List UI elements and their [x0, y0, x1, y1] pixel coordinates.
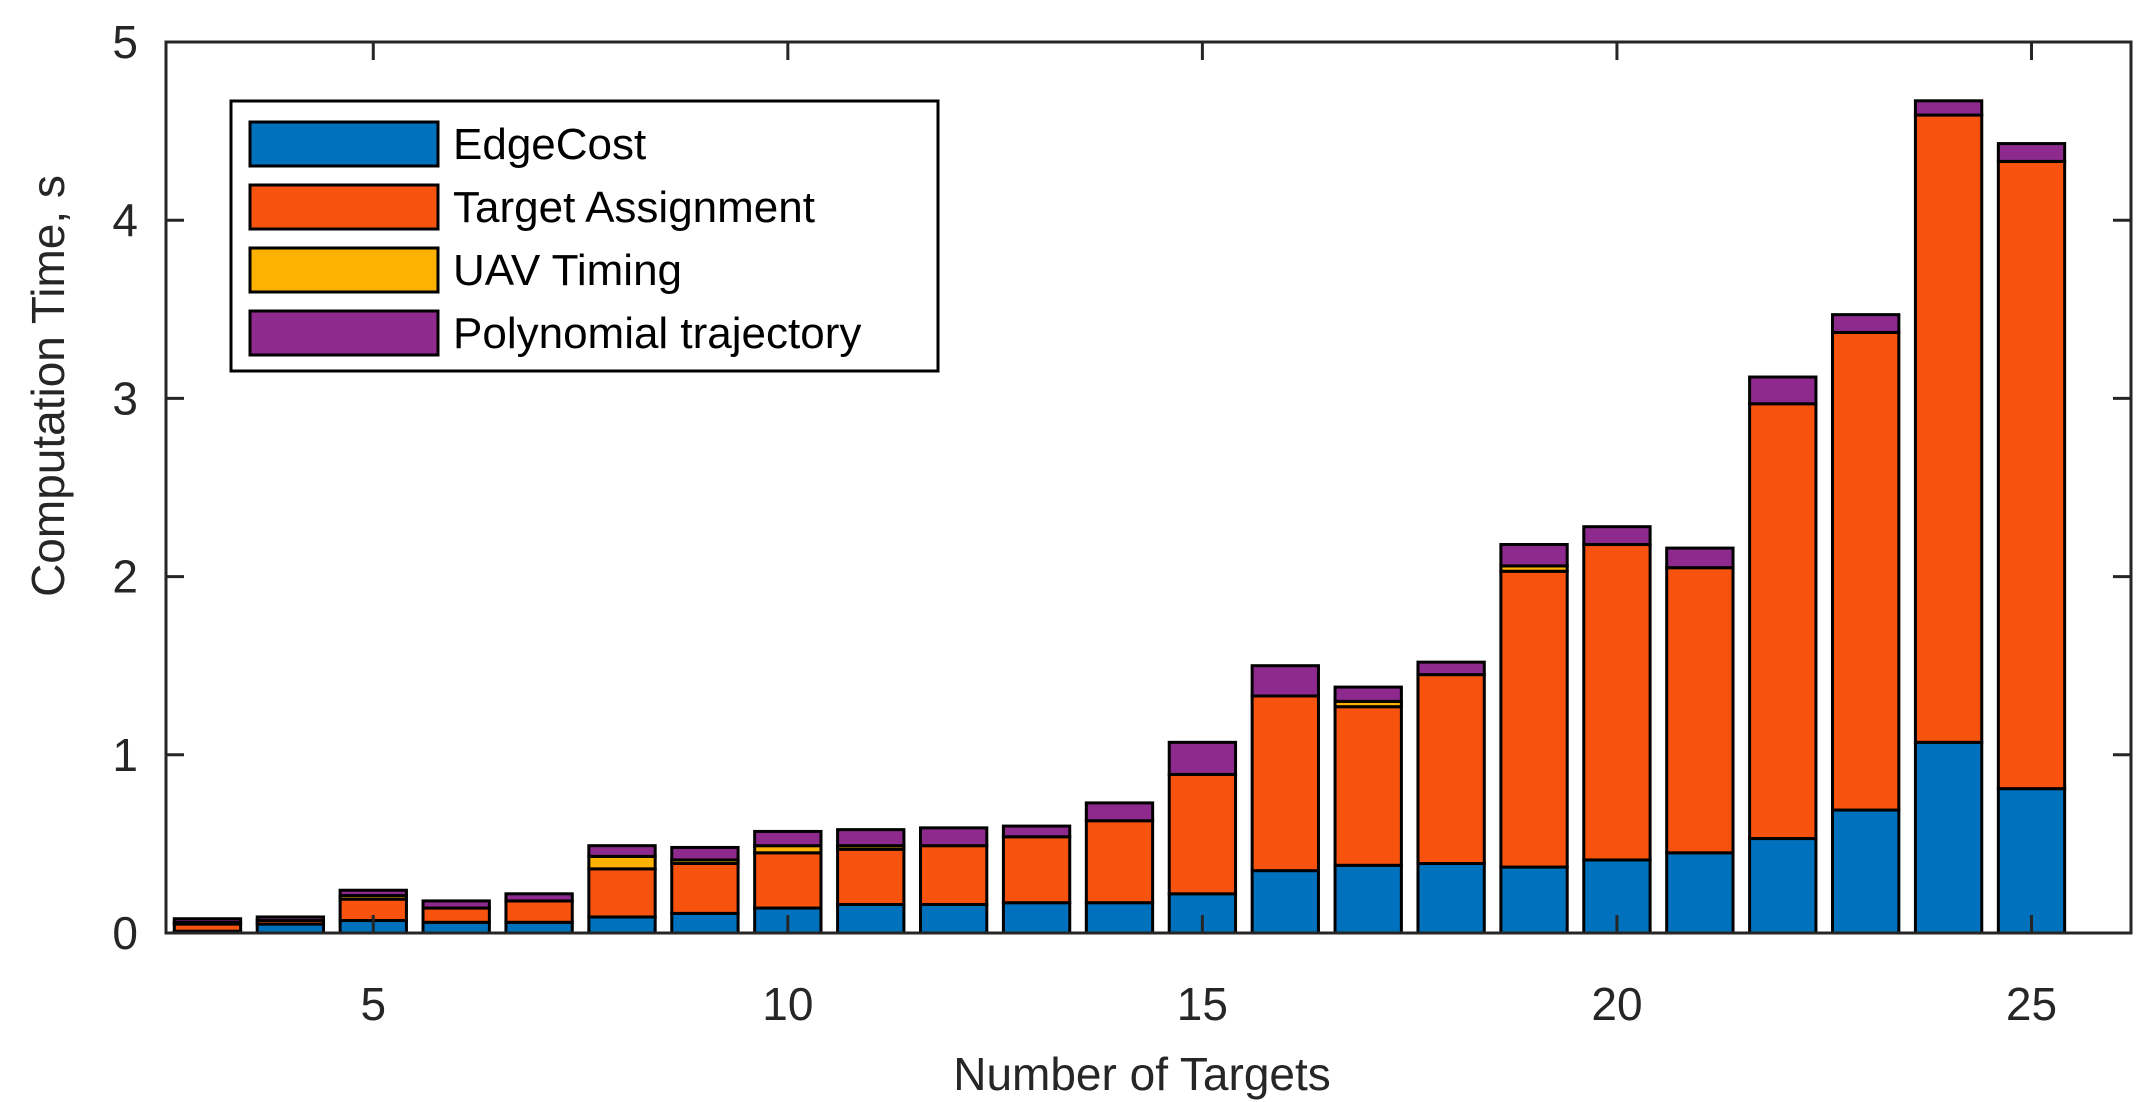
bar-target-assignment-22: [1748, 402, 1818, 841]
bar-polynomial-trajectory-14: [1084, 801, 1155, 823]
bar-edgecost-22: [1748, 837, 1818, 935]
bar-target-assignment-14: [1084, 819, 1155, 905]
bar-target-assignment-13: [1001, 835, 1072, 905]
x-axis-title: Number of Targets: [953, 1048, 1331, 1100]
bar-target-assignment-21: [1665, 566, 1735, 855]
bar-polynomial-trajectory-11: [836, 828, 906, 848]
bar-uav-timing-8: [587, 854, 657, 871]
bar-edgecost-18: [1416, 862, 1486, 935]
bar-polynomial-trajectory-16: [1250, 664, 1320, 698]
bar-polynomial-trajectory-4: [255, 915, 326, 923]
bar-polynomial-trajectory-21: [1665, 546, 1735, 570]
bar-target-assignment-10: [753, 851, 823, 910]
y-tick-label-1: 1: [112, 729, 138, 781]
bar-target-assignment-18: [1416, 673, 1486, 865]
bar-polynomial-trajectory-22: [1748, 375, 1818, 406]
bar-polynomial-trajectory-12: [918, 826, 989, 848]
bar-polynomial-trajectory-18: [1416, 660, 1486, 677]
bar-polynomial-trajectory-7: [504, 892, 574, 903]
bar-target-assignment-7: [504, 899, 574, 924]
x-tick-label-5: 5: [360, 978, 386, 1030]
bar-edgecost-12: [918, 902, 989, 935]
bar-polynomial-trajectory-3: [172, 917, 243, 924]
bar-target-assignment-8: [587, 867, 657, 919]
bar-target-assignment-11: [836, 847, 906, 906]
bars-layer: [172, 99, 2067, 935]
bar-polynomial-trajectory-5: [338, 888, 408, 898]
legend-label-uav-timing: UAV Timing: [453, 246, 682, 295]
bar-edgecost-7: [504, 920, 574, 935]
bar-edgecost-14: [1084, 901, 1155, 935]
legend-swatch-edgecost: [248, 120, 440, 168]
bar-polynomial-trajectory-13: [1001, 824, 1072, 839]
bar-polynomial-trajectory-20: [1582, 525, 1652, 547]
bar-edgecost-8: [587, 915, 657, 935]
axes-layer: 5 10 15 20 25 0 1 2 3 4 5: [112, 16, 2133, 1030]
y-tick-label-3: 3: [112, 372, 138, 424]
bar-polynomial-trajectory-8: [587, 844, 657, 858]
bar-edgecost-6: [421, 920, 491, 935]
bar-edgecost-19: [1499, 865, 1569, 935]
legend-label-edgecost: EdgeCost: [453, 120, 646, 169]
bar-target-assignment-9: [670, 862, 740, 915]
legend-label-polynomial-trajectory: Polynomial trajectory: [453, 309, 861, 358]
bar-edgecost-11: [836, 902, 906, 935]
legend-swatch-polynomial-trajectory: [248, 309, 440, 357]
bar-edgecost-24: [1913, 740, 1984, 935]
bar-target-assignment-17: [1333, 705, 1403, 867]
y-tick-label-2: 2: [112, 551, 138, 603]
bar-edgecost-9: [670, 911, 740, 935]
legend: EdgeCost Target Assignment UAV Timing Polyn…: [229, 99, 940, 373]
bar-target-assignment-24: [1913, 113, 1984, 744]
bar-target-assignment-6: [421, 906, 491, 924]
bar-edgecost-21: [1665, 851, 1735, 935]
plot-frame: [164, 40, 2133, 935]
legend-swatch-target-assignment: [248, 183, 440, 231]
bar-polynomial-trajectory-23: [1831, 313, 1901, 334]
bar-polynomial-trajectory-17: [1333, 685, 1403, 703]
bar-polynomial-trajectory-25: [1996, 142, 2067, 163]
x-tick-label-10: 10: [762, 978, 813, 1030]
bar-target-assignment-25: [1996, 159, 2067, 791]
bar-polynomial-trajectory-15: [1167, 740, 1238, 776]
legend-swatch-uav-timing: [248, 246, 440, 294]
x-tick-label-25: 25: [2006, 978, 2057, 1030]
bar-edgecost-13: [1001, 901, 1072, 935]
bar-target-assignment-23: [1831, 330, 1901, 812]
bar-target-assignment-15: [1167, 772, 1238, 896]
bar-target-assignment-19: [1499, 569, 1569, 869]
bar-edgecost-25: [1996, 787, 2067, 935]
bar-polynomial-trajectory-9: [670, 845, 740, 862]
bar-edgecost-16: [1250, 869, 1320, 935]
bar-polynomial-trajectory-19: [1499, 543, 1569, 568]
x-tick-label-20: 20: [1591, 978, 1642, 1030]
legend-label-target-assignment: Target Assignment: [453, 183, 815, 232]
bar-polynomial-trajectory-6: [421, 899, 491, 910]
bar-polynomial-trajectory-10: [753, 829, 823, 848]
y-tick-label-4: 4: [112, 194, 138, 246]
bar-edgecost-17: [1333, 863, 1403, 935]
bar-edgecost-23: [1831, 808, 1901, 935]
bar-polynomial-trajectory-24: [1913, 99, 1984, 117]
x-tick-label-15: 15: [1177, 978, 1228, 1030]
bar-target-assignment-20: [1582, 543, 1652, 862]
bar-target-assignment-12: [918, 844, 989, 906]
y-tick-label-0: 0: [112, 907, 138, 959]
bar-target-assignment-16: [1250, 694, 1320, 873]
y-axis-title: Computation Time, s: [22, 175, 74, 597]
y-tick-label-5: 5: [112, 16, 138, 68]
